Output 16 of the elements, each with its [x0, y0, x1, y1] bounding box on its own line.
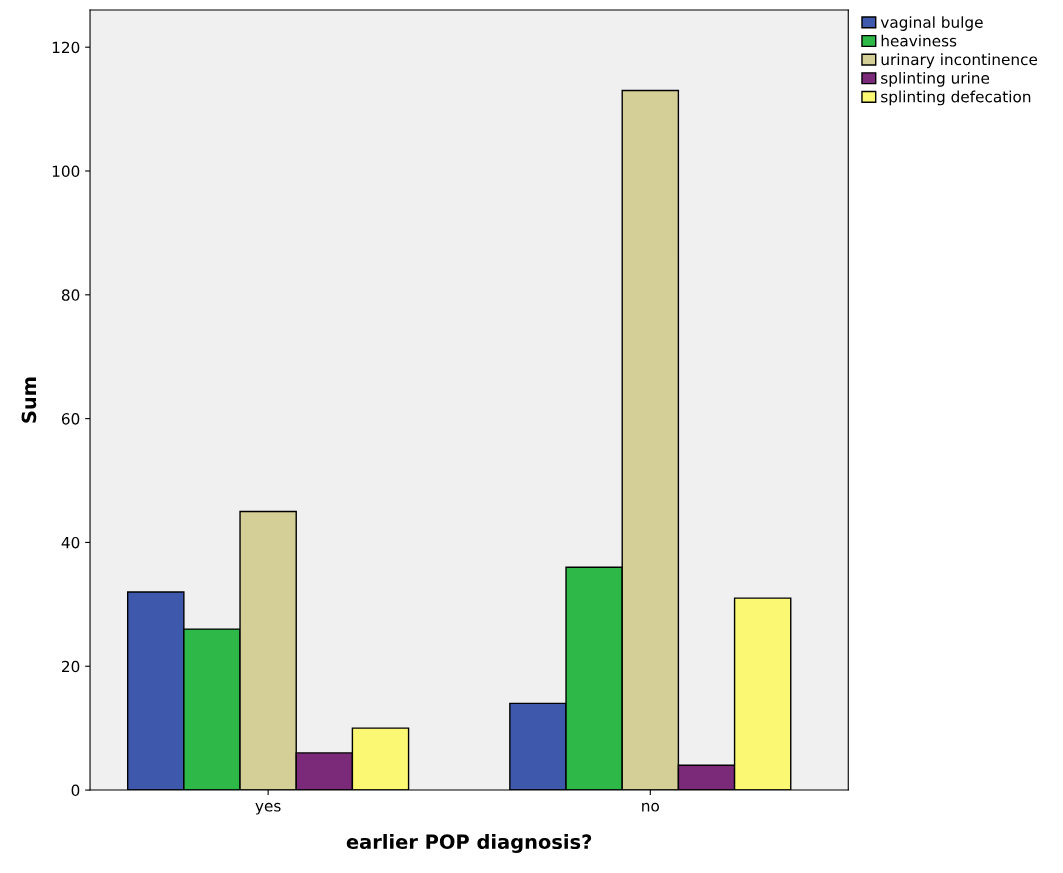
y-tick-label: 20 — [61, 660, 80, 673]
y-tick-label: 120 — [52, 41, 80, 54]
y-tick-label: 80 — [61, 289, 80, 301]
x-tick-label: no — [642, 802, 659, 812]
x-tick-label: yes — [255, 802, 281, 815]
y-axis-title: Sum — [21, 377, 37, 423]
legend-label: heaviness — [881, 34, 957, 47]
legend-label: splinting defecation — [881, 90, 1031, 106]
y-tick-label: 60 — [61, 413, 80, 425]
y-tick-label: 0 — [71, 784, 80, 797]
y-tick-label: 40 — [61, 536, 80, 549]
y-tick-label: 100 — [52, 165, 80, 178]
legend-label: splinting urine — [881, 71, 990, 87]
legend-label: vaginal bulge — [880, 16, 983, 31]
legend-label: urinary incontinence — [881, 53, 1038, 69]
x-axis-title: earlier POP diagnosis? — [346, 834, 592, 853]
